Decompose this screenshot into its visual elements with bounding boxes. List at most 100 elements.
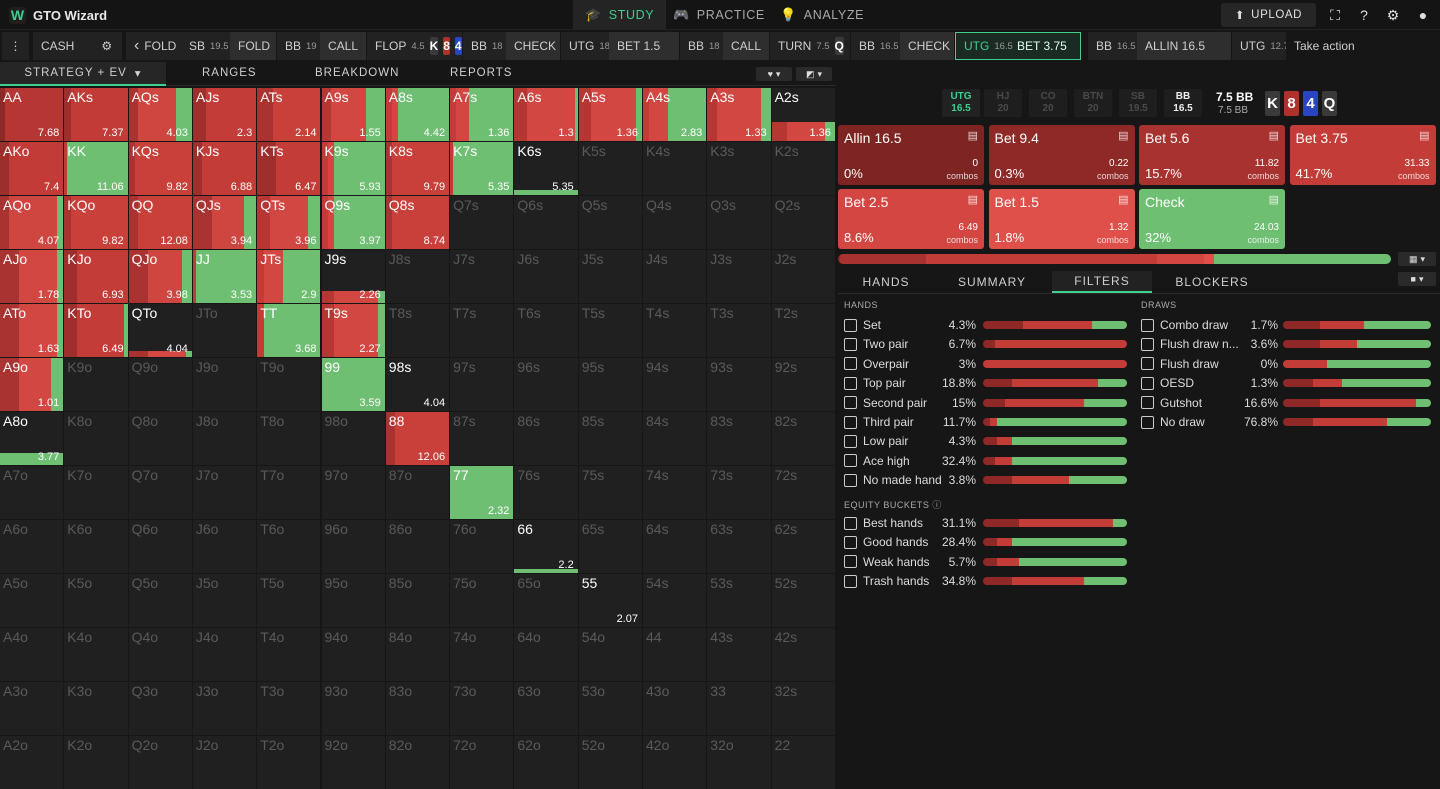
checkbox[interactable]: [844, 337, 857, 351]
hand-cell[interactable]: 95s: [578, 358, 642, 411]
strategy-action-bet-3-75[interactable]: Bet 3.75 ▤ 41.7% 31.33 combos: [1289, 125, 1436, 185]
hand-cell[interactable]: T7o: [257, 466, 321, 519]
strategy-action-bet-5-6[interactable]: Bet 5.6 ▤ 15.7% 11.82 combos: [1139, 125, 1285, 185]
hand-cell[interactable]: K2s: [771, 142, 835, 195]
hand-cell[interactable]: KJs 6.88: [192, 142, 257, 195]
hand-cell[interactable]: A6s 1.3: [514, 88, 578, 141]
hand-cell[interactable]: K8s 9.79: [385, 142, 450, 195]
tab-ranges[interactable]: RANGES: [202, 67, 257, 79]
hand-cell[interactable]: J5o: [192, 574, 257, 627]
strategy-action-allin-16-5[interactable]: Allin 16.5 ▤ 0% 0 combos: [838, 125, 984, 185]
action-button[interactable]: BET 1.5: [609, 32, 679, 60]
action-node[interactable]: BB 18: [680, 32, 723, 60]
hand-cell[interactable]: 63o: [514, 682, 578, 735]
hand-cell[interactable]: T8o: [257, 412, 321, 465]
hand-cell[interactable]: T3o: [257, 682, 321, 735]
hand-cell[interactable]: A2o: [0, 736, 64, 789]
hand-cell[interactable]: 32s: [771, 682, 835, 735]
hand-cell[interactable]: J7o: [192, 466, 257, 519]
hand-cell[interactable]: KJo 6.93: [64, 250, 128, 303]
hand-cell[interactable]: K5s: [578, 142, 642, 195]
checkbox[interactable]: [844, 555, 857, 569]
action-button[interactable]: CALL: [320, 32, 366, 60]
hand-cell[interactable]: 85s: [578, 412, 642, 465]
filter-row[interactable]: Ace high: [844, 453, 910, 469]
hand-cell[interactable]: T5o: [257, 574, 321, 627]
tab-filters[interactable]: FILTERS: [1052, 271, 1152, 293]
hand-cell[interactable]: Q7o: [128, 466, 192, 519]
hand-cell[interactable]: 82o: [385, 736, 450, 789]
hand-cell[interactable]: K9o: [64, 358, 128, 411]
hand-cell[interactable]: J5s: [578, 250, 642, 303]
hand-cell[interactable]: K7o: [64, 466, 128, 519]
action-button[interactable]: FOLD: [230, 32, 276, 60]
hand-cell[interactable]: 94o: [321, 628, 385, 681]
hand-cell[interactable]: J2o: [192, 736, 257, 789]
hand-cell[interactable]: 52o: [578, 736, 642, 789]
hand-cell[interactable]: J4s: [643, 250, 707, 303]
filter-row[interactable]: Flush draw: [1141, 356, 1219, 372]
hand-cell[interactable]: T5s: [578, 304, 642, 357]
hand-cell[interactable]: 84o: [385, 628, 450, 681]
hand-cell[interactable]: KK 11.06: [64, 142, 128, 195]
hand-cell[interactable]: K4o: [64, 628, 128, 681]
game-type-selector[interactable]: CASH ⚙: [33, 32, 122, 60]
notes-icon[interactable]: ▤: [1268, 130, 1279, 142]
hand-cell[interactable]: AJs 2.3: [192, 88, 257, 141]
hand-cell[interactable]: 86s: [514, 412, 578, 465]
hand-cell[interactable]: Q8s 8.74: [385, 196, 450, 249]
user-avatar-icon[interactable]: ●: [1418, 7, 1428, 23]
position-seat[interactable]: HJ 20: [984, 89, 1022, 117]
checkbox[interactable]: [844, 396, 857, 410]
action-node[interactable]: BB 16.5: [1088, 32, 1137, 60]
hand-cell[interactable]: 32o: [707, 736, 771, 789]
hand-cell[interactable]: T6o: [257, 520, 321, 573]
hand-cell[interactable]: AJo 1.78: [0, 250, 64, 303]
action-button[interactable]: Take action: [1286, 32, 1368, 60]
action-button[interactable]: CHECK: [900, 32, 954, 60]
action-button[interactable]: CALL: [723, 32, 769, 60]
filter-row[interactable]: No made hand: [844, 472, 942, 488]
hand-cell[interactable]: 54o: [578, 628, 642, 681]
hand-cell[interactable]: 86o: [385, 520, 450, 573]
hand-cell[interactable]: 82s: [771, 412, 835, 465]
filter-row[interactable]: Flush draw n...: [1141, 336, 1239, 352]
filter-row[interactable]: Second pair: [844, 395, 927, 411]
settings-gear-icon[interactable]: ⚙: [101, 39, 113, 53]
action-node[interactable]: UTG 16.5: [955, 32, 1081, 60]
hand-cell[interactable]: Q5s: [578, 196, 642, 249]
hand-cell[interactable]: T4o: [257, 628, 321, 681]
filter-row[interactable]: Low pair: [844, 433, 908, 449]
hand-cell[interactable]: Q9o: [128, 358, 192, 411]
hand-cell[interactable]: A2s 1.36: [771, 88, 835, 141]
filter-row[interactable]: Best hands: [844, 515, 923, 531]
hand-cell[interactable]: 44: [643, 628, 707, 681]
checkbox[interactable]: [1141, 318, 1154, 332]
hand-cell[interactable]: A8o 3.77: [0, 412, 64, 465]
hand-cell[interactable]: T8s: [385, 304, 450, 357]
action-node[interactable]: SB 19.5: [181, 32, 230, 60]
checkbox[interactable]: [844, 454, 857, 468]
checkbox[interactable]: [844, 535, 857, 549]
filter-row[interactable]: Good hands: [844, 534, 928, 550]
hand-cell[interactable]: 62s: [771, 520, 835, 573]
tab-summary[interactable]: SUMMARY: [957, 275, 1027, 289]
hand-cell[interactable]: K8o: [64, 412, 128, 465]
hand-cell[interactable]: JJ 3.53: [192, 250, 257, 303]
hand-cell[interactable]: K7s 5.35: [450, 142, 514, 195]
checkbox[interactable]: [844, 357, 857, 371]
hand-cell[interactable]: J6o: [192, 520, 257, 573]
hand-cell[interactable]: 83s: [707, 412, 771, 465]
hand-cell[interactable]: 43s: [707, 628, 771, 681]
hand-cell[interactable]: 83o: [385, 682, 450, 735]
hand-cell[interactable]: 87o: [385, 466, 450, 519]
hand-cell[interactable]: K3s: [707, 142, 771, 195]
hand-cell[interactable]: 66 2.2: [514, 520, 578, 573]
filter-row[interactable]: Two pair: [844, 336, 908, 352]
hand-cell[interactable]: QJs 3.94: [192, 196, 257, 249]
hand-cell[interactable]: J3o: [192, 682, 257, 735]
checkbox[interactable]: [844, 434, 857, 448]
action-node[interactable]: BB 18: [463, 32, 506, 60]
hand-cell[interactable]: ATs 2.14: [257, 88, 321, 141]
filter-row[interactable]: Combo draw: [1141, 317, 1228, 333]
